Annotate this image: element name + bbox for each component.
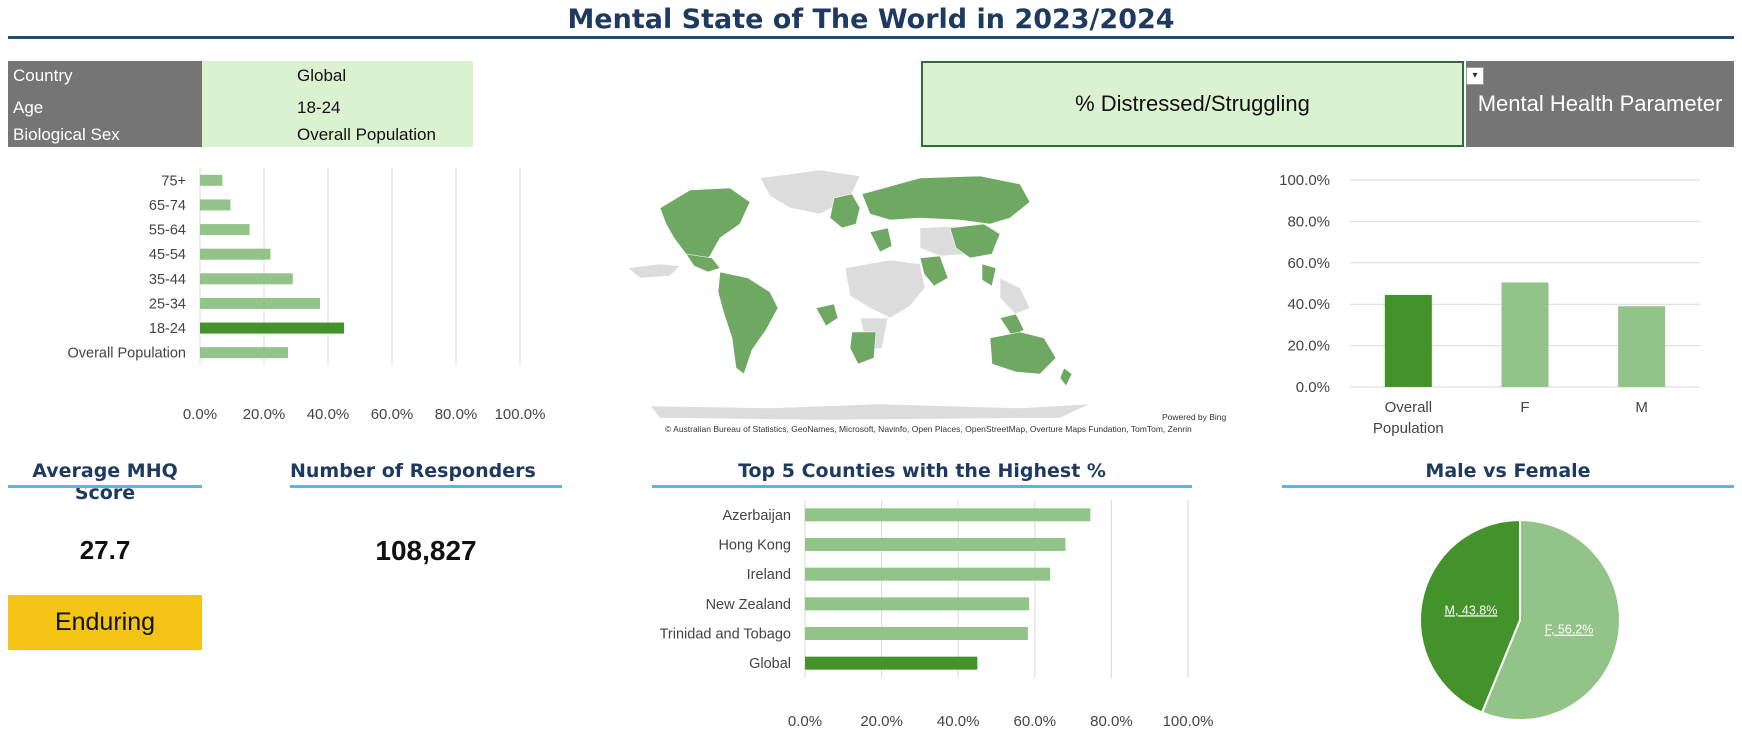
- bar: [200, 297, 320, 309]
- bar: [1618, 306, 1666, 387]
- chevron-down-icon[interactable]: ▾: [1466, 67, 1484, 85]
- parameter-label: Mental Health Parameter: [1466, 61, 1734, 147]
- map-land-selected: [659, 175, 1073, 387]
- bar: [200, 322, 344, 334]
- sex-bar-chart: 0.0% 20.0% 40.0% 60.0% 80.0% 100.0% Overall Pop…: [1279, 172, 1700, 437]
- filter-country-value[interactable]: Global: [202, 61, 473, 91]
- y-tick-label: 40.0%: [1287, 296, 1330, 313]
- bar: [200, 273, 293, 285]
- bar: [805, 567, 1051, 581]
- filter-age-value[interactable]: 18-24: [202, 91, 473, 121]
- title-divider: [8, 36, 1734, 39]
- pie-slice-m: [1419, 518, 1521, 714]
- pie-label-m: M, 43.8%: [1445, 603, 1498, 617]
- y-tick-label: 20.0%: [1287, 338, 1330, 355]
- bar: [200, 224, 250, 236]
- bar: [805, 508, 1091, 522]
- category-label: Ireland: [747, 567, 791, 583]
- x-tick-label: 60.0%: [371, 406, 414, 423]
- page-title: Mental State of The World in 2023/2024: [567, 4, 1175, 35]
- x-tick-label: 20.0%: [243, 406, 286, 423]
- x-tick-label: 100.0%: [495, 406, 546, 423]
- category-label: Trinidad and Tobago: [660, 627, 791, 643]
- category-label: 35-44: [149, 272, 186, 288]
- map-credit: © Australian Bureau of Statistics, GeoNa…: [665, 424, 1192, 434]
- responders-value: 108,827: [375, 535, 477, 566]
- pie-title: Male vs Female: [1425, 460, 1591, 482]
- responders-title: Number of Responders: [290, 460, 536, 482]
- pie-rule: [1282, 485, 1734, 488]
- y-tick-label: 0.0%: [1296, 379, 1330, 396]
- filter-country-label: Country: [8, 61, 202, 91]
- filter-sex-value[interactable]: Overall Population: [202, 121, 473, 147]
- category-label: 55-64: [149, 223, 186, 239]
- category-label: Overall Population: [68, 346, 187, 362]
- bar: [805, 627, 1028, 640]
- bar: [1384, 294, 1432, 387]
- pie-slice-f: [1480, 518, 1621, 721]
- bar: [200, 248, 271, 260]
- category-label: 45-54: [149, 247, 186, 263]
- x-tick-label: 40.0%: [307, 406, 350, 423]
- mhq-category-badge: Enduring: [8, 595, 202, 650]
- category-label: Overall Population: [1373, 399, 1444, 437]
- bar: [805, 597, 1030, 611]
- category-label: 75+: [161, 173, 186, 189]
- map-powered-by: Powered by Bing: [1162, 412, 1227, 422]
- category-label: M: [1635, 399, 1648, 416]
- x-tick-label: 80.0%: [1090, 713, 1133, 730]
- category-label: Azerbaijan: [722, 508, 791, 524]
- parameter-select[interactable]: % Distressed/Struggling: [921, 61, 1464, 147]
- category-label: 65-74: [149, 198, 186, 214]
- x-tick-label: 80.0%: [435, 406, 478, 423]
- bar: [805, 656, 978, 670]
- y-tick-label: 60.0%: [1287, 255, 1330, 272]
- responders-rule: [290, 485, 562, 488]
- mhq-rule: [8, 485, 202, 488]
- bar: [200, 347, 288, 359]
- pie-label-f: F, 56.2%: [1545, 623, 1594, 637]
- category-label: 18-24: [149, 321, 186, 337]
- x-tick-label: 0.0%: [788, 713, 822, 730]
- top5-title: Top 5 Counties with the Highest %: [738, 460, 1106, 482]
- world-map: [627, 169, 1091, 420]
- x-tick-label: 100.0%: [1163, 713, 1214, 730]
- age-bar-chart: 0.0% 20.0% 40.0% 60.0% 80.0% 100.0% 75+ 65-74 55…: [68, 168, 546, 423]
- bar: [200, 174, 223, 186]
- mhq-title: Average MHQ Score: [32, 460, 178, 504]
- filter-age-label: Age: [8, 91, 202, 121]
- mhq-score-value: 27.7: [79, 535, 131, 565]
- bar: [805, 538, 1066, 551]
- y-tick-label: 100.0%: [1279, 172, 1330, 189]
- x-tick-label: 20.0%: [860, 713, 903, 730]
- filter-sex-label: Biological Sex: [8, 121, 202, 147]
- x-tick-label: 40.0%: [937, 713, 980, 730]
- category-label: Global: [749, 656, 791, 672]
- bar: [1501, 282, 1549, 387]
- category-label: 25-34: [149, 296, 186, 312]
- x-tick-label: 0.0%: [183, 406, 217, 423]
- category-label: F: [1520, 399, 1529, 416]
- top5-rule: [652, 485, 1192, 488]
- y-tick-label: 80.0%: [1287, 213, 1330, 230]
- category-label: Hong Kong: [718, 538, 791, 554]
- x-tick-label: 60.0%: [1014, 713, 1057, 730]
- top5-bar-chart: 0.0% 20.0% 40.0% 60.0% 80.0% 100.0% Azerbaijan…: [660, 500, 1214, 730]
- category-label: New Zealand: [706, 597, 791, 613]
- sex-pie-chart: F, 56.2% M, 43.8%: [1419, 518, 1621, 721]
- bar: [200, 199, 231, 211]
